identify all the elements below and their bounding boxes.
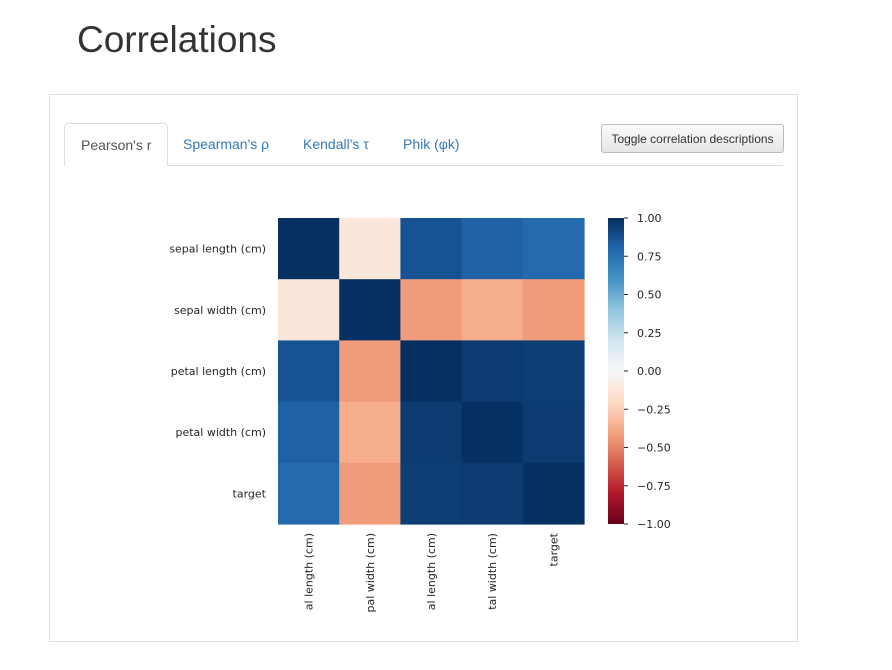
heatmap-cell (278, 340, 340, 403)
colorbar-tick-label: −0.50 (637, 442, 671, 455)
heatmap-cell (522, 218, 585, 280)
heatmap-cell (278, 401, 340, 464)
tab-spearman[interactable]: Spearman's ρ (183, 136, 270, 152)
row-label: sepal length (cm) (169, 243, 266, 256)
heatmap-cell (278, 218, 340, 280)
heatmap-cell (339, 462, 401, 525)
column-label: target (547, 532, 560, 566)
colorbar-tick-label: 0.50 (637, 289, 662, 302)
column-labels: al length (cm) pal width (cm) al length (c… (303, 532, 561, 612)
heatmap-cell (522, 279, 585, 341)
colorbar-tick-label: −0.25 (637, 403, 671, 416)
colorbar-tick-label: 0.00 (637, 365, 662, 378)
row-label: target (233, 487, 267, 500)
correlation-tabs: Pearson's r Spearman's ρ Kendall's τ Phi… (64, 123, 783, 166)
heatmap-cell (522, 340, 585, 403)
heatmap-cell (522, 401, 585, 464)
colorbar-tick-label: 1.00 (637, 212, 662, 225)
colorbar-tick-label: −0.75 (637, 480, 671, 493)
heatmap-cell (461, 218, 524, 280)
heatmap-cell (461, 401, 524, 464)
heatmap-cell (339, 401, 401, 464)
column-label: al length (cm) (303, 533, 316, 610)
heatmap-cell (461, 462, 524, 525)
column-label: al length (cm) (425, 533, 438, 610)
row-label: petal length (cm) (171, 365, 266, 378)
column-label: tal width (cm) (486, 533, 499, 610)
heatmap-cell (522, 462, 585, 525)
heatmap-cell (400, 462, 463, 525)
colorbar-tick-label: −1.00 (637, 518, 671, 531)
colorbar (608, 218, 624, 524)
heatmap-cell (339, 279, 401, 341)
tab-kendall[interactable]: Kendall's τ (303, 136, 369, 152)
heatmap-cell (278, 279, 340, 341)
row-label: petal width (cm) (175, 426, 266, 439)
heatmap-cell (400, 340, 463, 403)
colorbar-tick-label: 0.25 (637, 327, 662, 340)
heatmap-cell (400, 218, 463, 280)
page-title: Correlations (77, 19, 277, 60)
tab-pearson[interactable]: Pearson's r (64, 123, 169, 166)
heatmap-cell (461, 340, 524, 403)
row-label: sepal width (cm) (174, 304, 266, 317)
toggle-correlation-descriptions-button[interactable]: Toggle correlation descriptions (601, 124, 784, 153)
heatmap-cell (400, 279, 463, 341)
column-label: pal width (cm) (364, 533, 377, 612)
heatmap-cell (400, 401, 463, 464)
heatmap-cell (461, 279, 524, 341)
heatmap-cell (339, 218, 401, 280)
colorbar-tick-label: 0.75 (637, 250, 662, 263)
heatmap-cell (339, 340, 401, 403)
heatmap-cell (278, 462, 340, 525)
tab-phik[interactable]: Phik (φk) (403, 136, 460, 152)
